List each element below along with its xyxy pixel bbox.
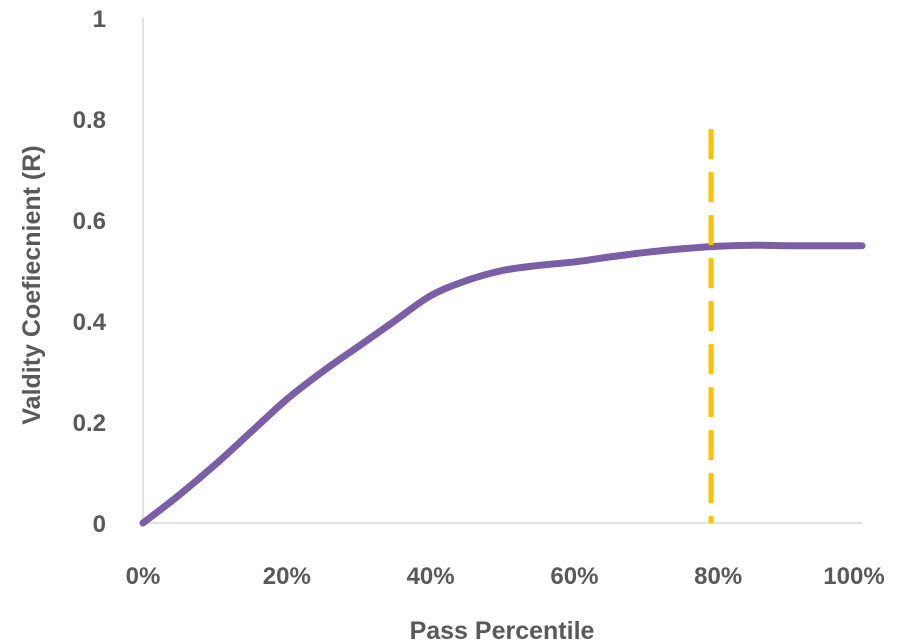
- y-tick-label: 1: [93, 6, 106, 33]
- x-tick-label: 60%: [550, 563, 598, 590]
- y-tick-label: 0.6: [73, 208, 106, 235]
- x-tick-label: 0%: [126, 563, 161, 590]
- x-tick-labels: 0% 20% 40% 60% 80% 100%: [126, 563, 885, 590]
- x-tick-label: 100%: [823, 563, 884, 590]
- y-tick-label: 0.4: [73, 309, 107, 336]
- y-tick-labels: 0 0.2 0.4 0.6 0.8 1: [73, 6, 107, 538]
- x-tick-label: 40%: [407, 563, 455, 590]
- x-tick-label: 80%: [694, 563, 742, 590]
- series-line: [139, 241, 866, 527]
- y-axis-title: Valdity Coefiecnient (R): [18, 145, 46, 424]
- x-tick-label: 20%: [263, 563, 311, 590]
- plot-area: [139, 129, 866, 527]
- y-tick-label: 0: [93, 511, 106, 538]
- y-tick-label: 0.2: [73, 410, 106, 437]
- y-tick-label: 0.8: [73, 107, 106, 134]
- x-axis-title: Pass Percentile: [410, 617, 595, 643]
- axes: [142, 18, 862, 524]
